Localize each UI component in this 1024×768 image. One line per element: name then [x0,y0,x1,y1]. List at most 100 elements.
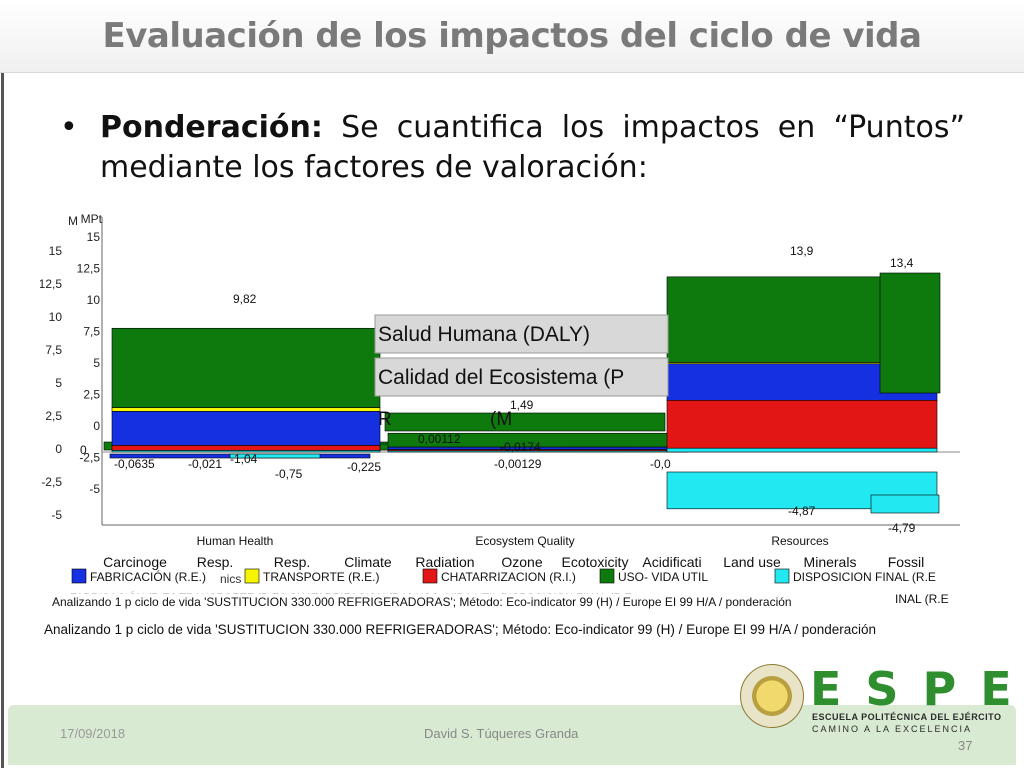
legend-swatch [599,568,615,584]
category-label: Climate [344,554,392,570]
logo-subtitle: ESCUELA POLITÉCNICA DEL EJÉRCITO [812,712,1002,722]
category-label: Minerals [804,554,857,570]
slide-edge-line [1,0,4,768]
y-tick-label: -2,5 [79,451,100,465]
stack-segment [666,400,938,449]
data-label: -1,04 [230,452,258,466]
ghost-y-tick: 2,5 [45,409,62,423]
bullet-dot-icon: • [60,110,78,145]
y-tick-label: 5 [93,356,100,370]
title-bar: Evaluación de los impactos del ciclo de … [0,0,1024,73]
data-label: -0,225 [347,460,381,474]
ghost-y-tick: 5 [55,376,62,390]
caption-front-bg [48,594,960,610]
legend-swatch [244,568,260,584]
y-tick-label: 12,5 [77,262,101,276]
overlay-fragment-r: R [378,409,392,430]
stack-segment [111,411,381,446]
data-label: -4,87 [788,504,816,518]
data-label: 13,9 [790,244,814,258]
y-tick-label: 7,5 [83,325,100,339]
overlay-green-bar [384,412,666,432]
category-label: Resp. [197,554,234,570]
overlay-label-ecosystem: Calidad del Ecosistema (P [378,366,624,389]
group-label: Human Health [197,534,274,548]
category-label: Ecotoxicity [562,554,629,570]
y-tick-label: 0 [93,419,100,433]
ghost-unit-label: M [68,214,78,228]
overlap-bar-fossil [879,272,941,394]
overlay-box-health [374,314,669,354]
footer-date: 17/09/2018 [60,726,126,741]
data-label: 13,4 [890,256,914,270]
espe-logo: ESPE ESCUELA POLITÉCNICA DEL EJÉRCITO CA… [740,662,1012,734]
data-label: 0 [80,443,87,457]
logo-motto: CAMINO A LA EXCELENCIA [812,724,973,734]
legend-label: FABRICACIÓN (R.E.) [90,569,206,584]
footer-author: David S. Túqueres Granda [424,726,579,741]
overlay-label-health: Salud Humana (DALY) [378,323,590,346]
data-label: 1,49 [510,398,534,412]
stack-segment [111,450,381,453]
data-label: -0,00129 [494,457,542,471]
data-label: 9,82 [233,292,257,306]
data-label: -4,79 [888,521,916,535]
data-label: -0,0635 [114,457,155,471]
negative-bar-fossil [870,494,940,514]
legend-label: TRANSPORTE (R.E.) [263,570,379,584]
bullet-term: Ponderación: [100,110,323,145]
ghost-y-tick: 15 [49,244,63,258]
legend-label: CHATARRIZACION (R.I.) [441,570,576,584]
category-label: Resp. [274,554,311,570]
group-label: Resources [771,534,828,548]
y-tick-label: -5 [89,482,100,496]
caption-fragment: INAL (R.E [895,592,949,606]
stack-segment [666,447,938,453]
legend-swatch [422,568,438,584]
legend-swatch [71,568,87,584]
data-label: -0,75 [275,467,303,481]
slide-title: Evaluación de los impactos del ciclo de … [102,16,922,56]
stack-segment [111,327,381,408]
group-label: Ecosystem Quality [475,534,574,548]
overlay-fragment-m: (M [490,409,512,430]
bullet-text: Ponderación: Se cuantifica los impactos … [100,108,965,188]
caption-back: Analizando 1 p ciclo de vida 'SUSTITUCIO… [44,622,876,637]
y-tick-label: 10 [87,293,101,307]
chart-area: 15 12,5 10 7,5 5 2,5 0 -2,5 -5 M MPt 15 12,5 10 7,5 5 2,… [39,205,960,650]
data-label: 0,00112 [418,432,461,446]
y-tick-label: 2,5 [83,388,100,402]
category-label: Carcinoge [103,554,167,570]
data-label: -0,0174 [500,440,541,454]
category-label: Acidificati [642,554,701,570]
data-label: -0,021 [188,457,222,471]
seal-icon [740,664,804,728]
stack-segment [111,445,381,451]
category-label: Fossil [888,554,925,570]
logo-letters: ESPE [810,662,1024,716]
overlay-box-ecosystem [374,357,669,397]
small-bar [229,453,321,459]
bullet-body: Se cuantifica los impactos en “Puntos” m… [100,110,965,185]
ghost-y-tick: 10 [49,310,63,324]
ghost-y-tick: -2,5 [41,475,62,489]
ghost-y-tick: -5 [51,508,62,522]
category-fragment: nics [220,572,241,586]
ghost-y-tick: 0 [55,442,62,456]
page-number: 37 [958,738,973,753]
y-tick-label: 15 [87,230,101,244]
ghost-y-tick: 7,5 [45,343,62,357]
legend-label: USO- VIDA UTIL [618,570,708,584]
legend-label: DISPOSICION FINAL (R.E [793,570,936,584]
unit-label: MPt [81,212,103,226]
legend-swatch [774,568,790,584]
category-label: Radiation [415,554,474,570]
ghost-y-tick: 12,5 [40,277,62,291]
category-label: Land use [723,554,781,570]
category-label: Ozone [501,554,542,570]
footer-band [8,705,1016,765]
caption-front: Analizando 1 p ciclo de vida 'SUSTITUCIO… [52,595,792,609]
data-label: -0,0 [650,457,671,471]
